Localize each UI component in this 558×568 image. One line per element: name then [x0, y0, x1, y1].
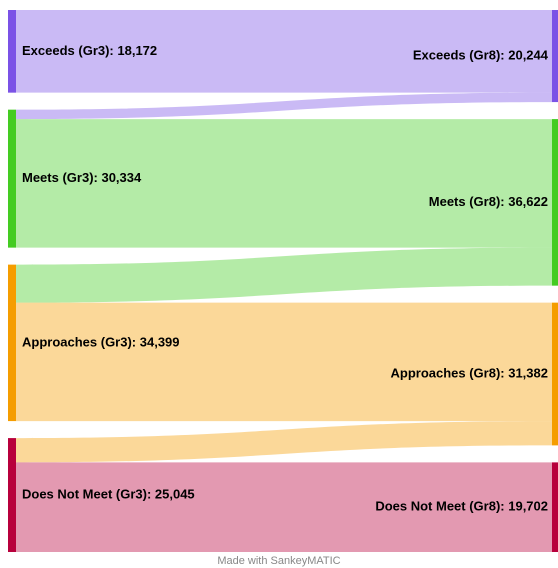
flow — [16, 462, 552, 552]
node — [8, 438, 16, 552]
node — [8, 109, 16, 248]
node — [552, 302, 558, 446]
labels: Exceeds (Gr3): 18,172 Meets (Gr3): 30,334… — [22, 43, 549, 514]
flow — [16, 10, 552, 93]
node — [8, 10, 16, 93]
node — [8, 264, 16, 422]
flow — [16, 119, 552, 248]
node-label: Exceeds (Gr3): 18,172 — [22, 43, 157, 58]
node-label: Does Not Meet (Gr3): 25,045 — [22, 486, 195, 501]
node-label: Approaches (Gr3): 34,399 — [22, 334, 180, 349]
node — [552, 462, 558, 552]
node-label: Exceeds (Gr8): 20,244 — [413, 47, 549, 62]
node-label: Approaches (Gr8): 31,382 — [390, 365, 548, 380]
node — [552, 119, 558, 286]
node-label: Does Not Meet (Gr8): 19,702 — [375, 499, 548, 514]
node-label: Meets (Gr8): 36,622 — [429, 194, 548, 209]
links — [16, 10, 552, 552]
flow — [16, 421, 552, 463]
node — [552, 10, 558, 103]
footer: Made with SankeyMATIC — [217, 555, 340, 567]
flow — [16, 302, 552, 422]
flow — [16, 247, 552, 303]
node-label: Meets (Gr3): 30,334 — [22, 170, 142, 185]
nodes — [8, 10, 558, 552]
flow — [16, 92, 552, 120]
